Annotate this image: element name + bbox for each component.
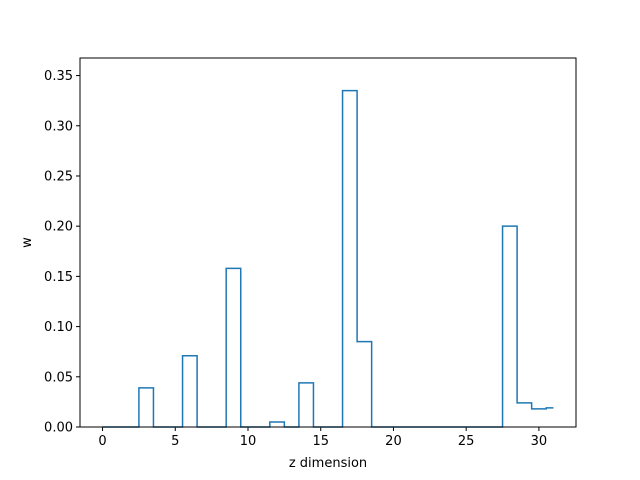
y-axis-label: w — [20, 237, 35, 248]
plot-frame — [79, 57, 577, 428]
y-tick-label: 0.35 — [44, 69, 73, 84]
x-tick-label: 10 — [240, 434, 257, 449]
x-axis-label: z dimension — [289, 456, 367, 471]
x-tick-label: 15 — [312, 434, 329, 449]
series-line — [102, 89, 554, 428]
x-tick-label: 0 — [98, 434, 106, 449]
y-tick-label: 0.30 — [44, 119, 73, 134]
y-tick-label: 0.25 — [44, 169, 73, 184]
y-tick-label: 0.20 — [44, 220, 73, 235]
y-tick-label: 0.15 — [44, 270, 73, 285]
y-axis-ticks: 0.00 0.05 0.10 0.15 0.20 0.25 0.30 0.35 — [44, 69, 80, 436]
x-axis-ticks: 0 5 10 15 20 25 30 — [98, 427, 547, 449]
y-tick-label: 0.10 — [44, 320, 73, 335]
x-tick-label: 30 — [531, 434, 548, 449]
y-tick-label: 0.05 — [44, 370, 73, 385]
y-tick-label: 0.00 — [44, 421, 73, 436]
x-tick-label: 20 — [385, 434, 402, 449]
x-tick-label: 5 — [171, 434, 179, 449]
x-tick-label: 25 — [458, 434, 475, 449]
